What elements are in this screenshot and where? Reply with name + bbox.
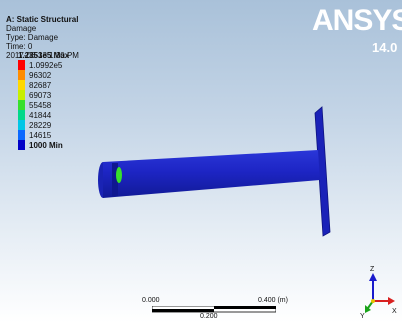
result-time: Time: 0 xyxy=(6,42,33,51)
legend-label: 1000 Min xyxy=(29,141,63,150)
analysis-title: A: Static Structural xyxy=(6,15,79,24)
scale-label-end: 0.400 (m) xyxy=(258,297,288,304)
legend-swatch xyxy=(18,100,25,110)
legend-swatch xyxy=(18,60,25,70)
axis-label-y: Y xyxy=(360,313,365,320)
legend-swatch xyxy=(18,120,25,130)
legend-swatch xyxy=(18,140,25,150)
legend-label: 1.0992e5 xyxy=(29,61,63,70)
legend-label: 14615 xyxy=(29,131,52,140)
shaft-groove xyxy=(112,163,118,196)
result-name: Damage xyxy=(6,24,37,33)
legend-label: 69073 xyxy=(29,91,52,100)
axis-label-x: X xyxy=(392,308,397,315)
legend-label: 55458 xyxy=(29,101,52,110)
damage-hotspot xyxy=(116,167,122,183)
shaft-body xyxy=(103,150,320,198)
legend-max-label: 1.2353e5 Max xyxy=(18,51,70,60)
flange-plate xyxy=(314,106,331,237)
result-info-block: A: Static Structural Damage Type: Damage… xyxy=(6,15,79,60)
scale-label-mid: 0.200 xyxy=(200,313,218,320)
scale-bar xyxy=(152,306,276,313)
ansys-logo: ANSYS xyxy=(312,4,402,37)
legend-swatch xyxy=(18,110,25,120)
legend-label: 41844 xyxy=(29,111,52,120)
scale-label-start: 0.000 xyxy=(142,297,160,304)
version-label: 14.0 xyxy=(372,40,398,55)
legend-swatch xyxy=(18,70,25,80)
legend-swatch xyxy=(18,80,25,90)
result-type: Type: Damage xyxy=(6,33,59,42)
coordinate-triad-icon[interactable]: Z X Y xyxy=(358,265,398,320)
legend-label: 28229 xyxy=(29,121,52,130)
legend-label: 96302 xyxy=(29,71,52,80)
legend-label: 82687 xyxy=(29,81,52,90)
legend-swatch xyxy=(18,130,25,140)
result-date: 2017-06-13 1:30 PM xyxy=(6,51,79,60)
axis-label-z: Z xyxy=(370,266,375,273)
legend-swatch xyxy=(18,90,25,100)
